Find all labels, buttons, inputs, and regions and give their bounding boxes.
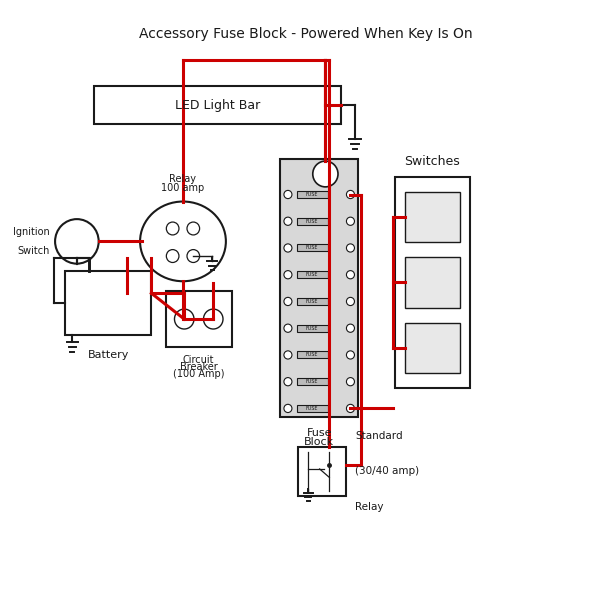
Bar [296,218,328,225]
Text: (30/40 amp): (30/40 amp) [355,466,419,476]
Text: Relay: Relay [169,174,196,184]
Text: FUSE: FUSE [306,272,318,277]
Bar [296,271,328,278]
Circle shape [346,271,355,279]
Bar [298,446,346,496]
Text: FUSE: FUSE [306,326,318,331]
Text: Fuse: Fuse [307,428,332,438]
Circle shape [166,222,179,235]
Circle shape [284,217,292,226]
Bar [94,86,341,124]
Circle shape [187,222,200,235]
Circle shape [346,217,355,226]
Text: (100 Amp): (100 Amp) [173,368,224,379]
Text: Breaker: Breaker [180,362,218,371]
Circle shape [55,219,98,263]
Bar [405,257,460,308]
Bar [296,378,328,385]
Bar [296,325,328,332]
Text: FUSE: FUSE [306,299,318,304]
Bar [296,405,328,412]
Text: Standard: Standard [355,431,403,440]
Bar [405,323,460,373]
Bar [280,160,358,417]
Circle shape [284,271,292,279]
Circle shape [284,351,292,359]
Circle shape [203,309,223,329]
Text: FUSE: FUSE [306,352,318,358]
Text: Battery: Battery [88,350,129,360]
Circle shape [284,244,292,252]
Text: FUSE: FUSE [306,245,318,250]
Circle shape [346,377,355,386]
Text: 100 amp: 100 amp [161,183,205,193]
Bar [296,191,328,198]
Circle shape [284,377,292,386]
Text: FUSE: FUSE [306,379,318,384]
Text: Switch: Switch [17,246,49,256]
Circle shape [284,298,292,305]
Circle shape [346,324,355,332]
Circle shape [175,309,194,329]
Text: Relay: Relay [355,502,383,512]
Circle shape [346,351,355,359]
Text: LED Light Bar: LED Light Bar [175,98,260,112]
Bar [296,352,328,358]
Circle shape [346,404,355,413]
Text: FUSE: FUSE [306,192,318,197]
Circle shape [284,404,292,413]
Circle shape [346,298,355,305]
Bar [166,291,232,347]
Text: Switches: Switches [404,155,460,168]
Bar [405,191,460,242]
Text: Circuit: Circuit [183,355,214,365]
Text: Ignition: Ignition [13,227,49,236]
Circle shape [284,190,292,199]
Bar [296,244,328,251]
Text: Block: Block [304,437,334,446]
Text: FUSE: FUSE [306,406,318,411]
Bar [296,298,328,305]
Circle shape [187,250,200,262]
Circle shape [284,324,292,332]
Circle shape [166,250,179,262]
Circle shape [346,244,355,252]
Bar [395,177,470,388]
Bar [65,271,151,335]
Circle shape [346,190,355,199]
Ellipse shape [140,202,226,281]
Text: Accessory Fuse Block - Powered When Key Is On: Accessory Fuse Block - Powered When Key … [139,28,473,41]
Text: FUSE: FUSE [306,219,318,224]
Circle shape [313,161,338,187]
